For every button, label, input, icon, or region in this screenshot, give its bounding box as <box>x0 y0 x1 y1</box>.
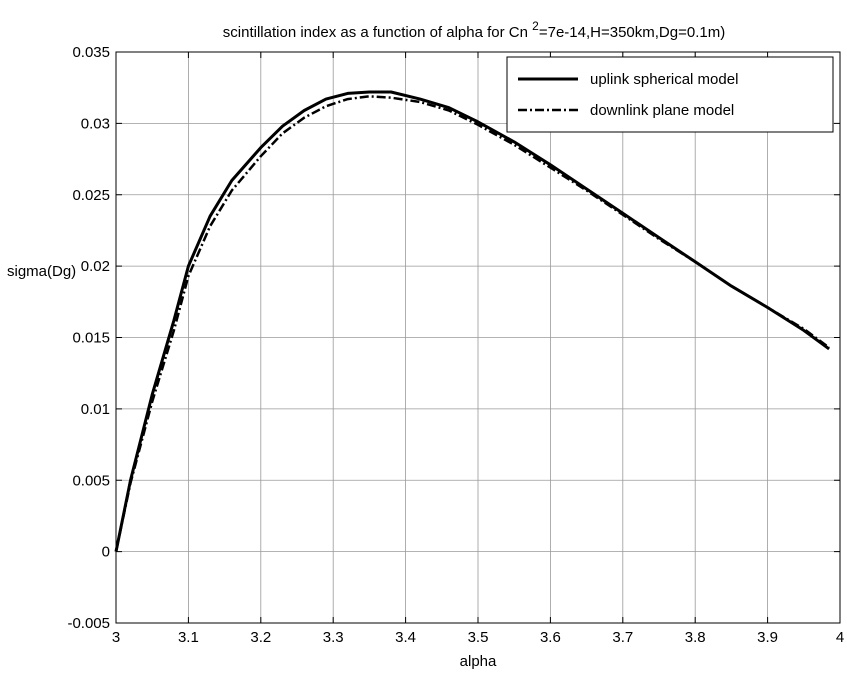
series-line-downlink <box>114 95 830 552</box>
x-tick-label: 3.1 <box>178 629 199 646</box>
x-tick-label: 3.5 <box>468 629 489 646</box>
x-tick-label: 3.6 <box>540 629 561 646</box>
y-tick-label: 0.035 <box>72 44 110 61</box>
y-tick-label: 0.025 <box>72 187 110 204</box>
y-tick-label: 0.03 <box>81 115 110 132</box>
chart-title-tail: =7e-14,H=350km,Dg=0.1m) <box>539 24 725 41</box>
x-tick-label: 3 <box>112 629 120 646</box>
y-tick-label: 0.015 <box>72 330 110 347</box>
x-axis-label: alpha <box>460 653 497 670</box>
legend-label-uplink: uplink spherical model <box>590 71 738 88</box>
grid <box>116 52 840 623</box>
y-axis-label: sigma(Dg) <box>7 263 76 280</box>
y-tick-label: 0.02 <box>81 258 110 275</box>
y-tick-label: -0.005 <box>67 615 110 632</box>
y-tick-labels: -0.005 0 0.005 0.01 0.015 0.02 0.025 0.03 0.035 <box>67 44 110 632</box>
x-tick-label: 3.8 <box>685 629 706 646</box>
x-tick-label: 4 <box>836 629 844 646</box>
chart-title: scintillation index as a function of alp… <box>223 19 725 41</box>
x-tick-labels: 3 3.1 3.2 3.3 3.4 3.5 3.6 3.7 3.8 3.9 4 <box>112 629 844 646</box>
y-tick-label: 0 <box>102 544 110 561</box>
series-lines <box>114 90 830 552</box>
x-tick-label: 3.7 <box>612 629 633 646</box>
x-tick-label: 3.2 <box>250 629 271 646</box>
y-tick-label: 0.01 <box>81 401 110 418</box>
chart-title-superscript: 2 <box>532 19 539 33</box>
x-tick-label: 3.3 <box>323 629 344 646</box>
x-tick-label: 3.4 <box>395 629 416 646</box>
y-tick-label: 0.005 <box>72 472 110 489</box>
x-tick-label: 3.9 <box>757 629 778 646</box>
legend: uplink spherical model downlink plane mo… <box>506 56 834 133</box>
legend-box <box>506 56 834 133</box>
legend-label-downlink: downlink plane model <box>590 102 734 119</box>
chart-title-main: scintillation index as a function of alp… <box>223 24 532 41</box>
